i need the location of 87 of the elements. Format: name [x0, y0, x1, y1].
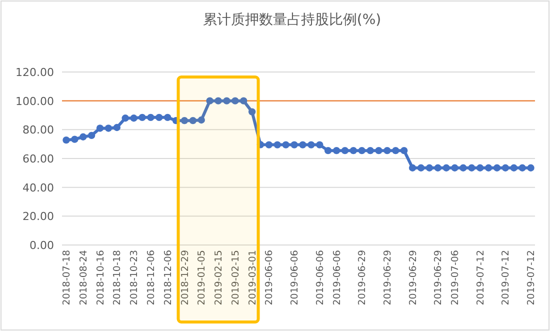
x-tick-label: 2019-07-06	[450, 250, 462, 306]
y-tick-label: 80.00	[22, 124, 54, 137]
point	[256, 141, 264, 148]
point	[442, 164, 450, 172]
point	[206, 97, 214, 104]
point	[88, 132, 96, 140]
point	[510, 164, 518, 172]
x-tick-label: 2019-02-15	[214, 250, 225, 306]
point	[265, 141, 273, 148]
point	[232, 97, 239, 104]
y-tick-label: 0.00	[30, 239, 54, 252]
point	[417, 164, 425, 172]
point	[130, 114, 138, 122]
x-tick-label: 2019-06-29	[433, 250, 444, 306]
x-tick-label: 2018-10-18	[112, 250, 124, 306]
x-tick-label: 2019-07-12	[475, 250, 486, 306]
point	[518, 164, 526, 172]
point	[189, 116, 197, 124]
point	[400, 146, 408, 154]
point	[341, 146, 349, 154]
x-tick-label: 2019-07-12	[526, 250, 538, 306]
point	[460, 164, 467, 172]
x-tick-label: 2019-03-01	[247, 250, 258, 306]
point	[214, 97, 222, 104]
point	[324, 146, 332, 154]
point	[290, 141, 298, 148]
point	[71, 136, 78, 143]
point	[316, 141, 324, 148]
point	[468, 164, 476, 172]
point	[502, 164, 510, 172]
point	[147, 114, 154, 122]
point	[484, 164, 492, 172]
point	[164, 114, 172, 122]
x-tick-label: 2019-07-12	[500, 250, 512, 306]
chart-title: 累计质押数量占持股比例(%)	[202, 12, 382, 28]
x-tick-label: 2018-12-06	[146, 250, 157, 306]
x-tick-label: 2018-10-16	[95, 250, 106, 306]
point	[80, 133, 87, 140]
x-tick-label: 2018-10-23	[129, 250, 140, 306]
y-tick-label: 60.00	[22, 152, 54, 166]
y-tick-label: 20.00	[22, 210, 54, 224]
x-tick-label: 2019-06-06	[332, 250, 343, 306]
point	[299, 141, 306, 148]
point	[426, 164, 434, 172]
point	[527, 164, 534, 172]
point	[282, 141, 290, 148]
x-tick-label: 2019-06-06	[264, 250, 276, 306]
point	[156, 114, 163, 122]
point	[408, 164, 416, 172]
point	[375, 146, 382, 154]
point	[434, 164, 442, 172]
point	[274, 141, 281, 148]
point	[392, 146, 400, 154]
x-tick-label: 2019-06-29	[357, 250, 368, 306]
x-tick-label: 2019-06-06	[290, 250, 301, 306]
point	[113, 124, 120, 132]
x-tick-label: 2018-12-29	[180, 250, 191, 306]
point	[332, 146, 340, 154]
y-tick-label: 120.00	[16, 66, 54, 79]
point	[104, 124, 112, 132]
x-tick-label: 2019-02-15	[230, 250, 242, 306]
point	[180, 116, 188, 124]
point	[308, 141, 315, 148]
x-tick-label: 2019-06-06	[314, 250, 326, 306]
point	[248, 108, 256, 116]
point	[62, 136, 70, 144]
point	[366, 146, 374, 154]
point	[122, 114, 129, 122]
x-tick-label: 2019-06-29	[382, 250, 394, 306]
point	[223, 97, 230, 104]
point	[198, 116, 205, 124]
point	[476, 164, 484, 172]
x-tick-label: 2018-08-24	[78, 250, 90, 306]
point	[96, 124, 104, 132]
point	[358, 146, 366, 154]
point	[138, 114, 146, 122]
point	[384, 146, 391, 154]
point	[451, 164, 458, 172]
x-tick-label: 2019-06-29	[408, 250, 419, 306]
x-tick-label: 2018-12-06	[162, 250, 174, 306]
point	[350, 146, 357, 154]
x-tick-label: 2018-07-18	[62, 250, 73, 306]
y-tick-label: 100.00	[16, 94, 54, 108]
point	[240, 97, 248, 104]
point	[493, 164, 501, 172]
x-tick-label: 2019-01-05	[196, 250, 208, 306]
y-tick-label: 40.00	[22, 181, 54, 194]
